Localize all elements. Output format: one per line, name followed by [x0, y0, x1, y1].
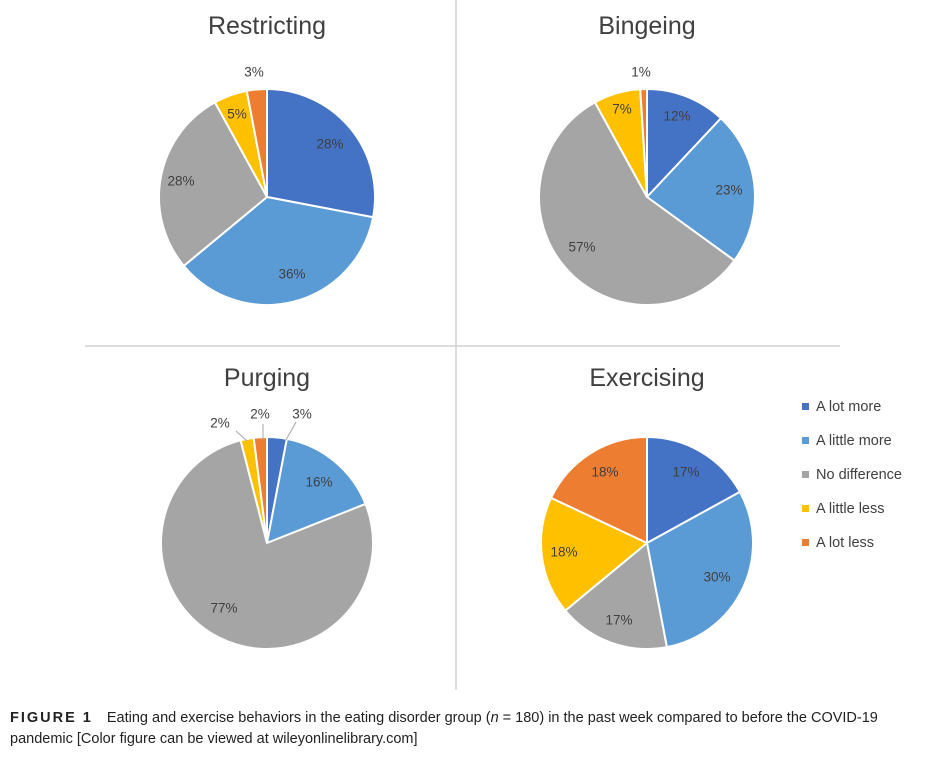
- chart-title-restricting: Restricting: [208, 12, 326, 40]
- pie-slice-exercising-a-lot-less: [549, 435, 648, 545]
- pie-slice-bingeing-no-difference: [538, 101, 736, 306]
- data-label-restricting-no-difference: 28%: [167, 174, 194, 189]
- leader-line-purging-a-little-less: [235, 430, 248, 442]
- data-label-exercising-no-difference: 17%: [605, 613, 632, 628]
- caption-text-before: Eating and exercise behaviors in the eat…: [106, 710, 491, 726]
- chart-title-exercising: Exercising: [589, 364, 704, 392]
- data-label-purging-a-little-less: 2%: [210, 416, 230, 431]
- legend-swatch-a-little-more: [802, 437, 809, 444]
- legend-swatch-a-lot-more: [802, 403, 809, 410]
- legend-entry-a-little-less: A little less: [802, 501, 885, 517]
- data-label-purging-a-lot-more: 3%: [292, 407, 312, 422]
- data-label-bingeing-no-difference: 57%: [568, 240, 595, 255]
- pie-slice-restricting-a-lot-more: [266, 87, 376, 219]
- data-label-bingeing-a-lot-more: 12%: [663, 109, 690, 124]
- data-label-restricting-a-lot-more: 28%: [316, 137, 343, 152]
- data-label-bingeing-a-lot-less: 1%: [631, 65, 651, 80]
- pie-slice-purging-a-little-more: [265, 437, 367, 545]
- pie-slice-restricting-a-little-more: [182, 195, 375, 306]
- data-label-exercising-a-little-more: 30%: [703, 570, 730, 585]
- data-label-bingeing-a-little-more: 23%: [715, 183, 742, 198]
- data-label-restricting-a-little-less: 5%: [227, 107, 247, 122]
- legend-swatch-a-lot-less: [802, 539, 809, 546]
- caption-text-after: = 180) in the past week compared to befo…: [10, 710, 878, 747]
- data-label-purging-a-lot-less: 2%: [250, 407, 270, 422]
- pie-chart-exercising: Exercising 17% 30% 17% 18% 18%: [540, 364, 754, 650]
- leader-line-purging-a-lot-more: [285, 421, 297, 441]
- data-label-purging-a-little-more: 16%: [305, 475, 332, 490]
- data-label-restricting-a-lot-less: 3%: [244, 65, 264, 80]
- pie-slice-bingeing-a-lot-less: [639, 87, 648, 198]
- pie-slice-restricting-a-lot-less: [245, 87, 268, 198]
- figure-panel: Restricting 28% 36% 28% 5% 3% Bingeing 12% 23% 57…: [85, 0, 902, 690]
- pie-chart-restricting: Restricting 28% 36% 28% 5% 3%: [158, 12, 376, 306]
- pie-slice-exercising-a-lot-more: [646, 435, 742, 545]
- pie-slice-exercising-no-difference: [563, 541, 669, 650]
- figure-label: FIGURE 1: [10, 710, 93, 726]
- pie-slice-bingeing-a-lot-more: [646, 87, 723, 200]
- legend-label-no-difference: No difference: [816, 467, 902, 483]
- pie-slice-exercising-a-little-more: [645, 490, 754, 649]
- data-label-exercising-a-little-less: 18%: [550, 545, 577, 560]
- legend-entry-a-lot-less: A lot less: [802, 535, 874, 551]
- chart-title-bingeing: Bingeing: [598, 12, 695, 40]
- caption-n-symbol: n: [490, 710, 499, 726]
- pie-slice-restricting-no-difference: [158, 101, 269, 268]
- pie-chart-bingeing: Bingeing 12% 23% 57% 7% 1%: [538, 12, 756, 306]
- data-label-purging-no-difference: 77%: [210, 601, 237, 616]
- data-label-exercising-a-lot-more: 17%: [672, 465, 699, 480]
- legend-swatch-no-difference: [802, 471, 809, 478]
- data-label-restricting-a-little-more: 36%: [278, 267, 305, 282]
- pie-slice-bingeing-a-little-more: [645, 116, 756, 262]
- legend-entry-a-lot-more: A lot more: [802, 399, 881, 415]
- pie-slice-purging-a-lot-less: [252, 435, 268, 544]
- figure-caption: FIGURE 1 Eating and exercise behaviors in…: [10, 708, 930, 750]
- pie-chart-purging: Purging 3% 16% 77% 2% 2%: [160, 364, 374, 650]
- data-label-bingeing-a-little-less: 7%: [612, 102, 632, 117]
- legend-label-a-lot-more: A lot more: [816, 399, 881, 415]
- charts-layer: Restricting 28% 36% 28% 5% 3% Bingeing 12% 23% 57…: [158, 12, 756, 650]
- legend: A lot more A little more No difference A li…: [802, 399, 902, 551]
- legend-label-a-little-less: A little less: [816, 501, 885, 517]
- legend-entry-a-little-more: A little more: [802, 433, 892, 449]
- pie-slice-exercising-a-little-less: [540, 496, 649, 612]
- pie-slice-purging-no-difference: [160, 439, 374, 650]
- legend-swatch-a-little-less: [802, 505, 809, 512]
- legend-entry-no-difference: No difference: [802, 467, 902, 483]
- chart-title-purging: Purging: [224, 364, 310, 392]
- legend-label-a-lot-less: A lot less: [816, 535, 874, 551]
- legend-label-a-little-more: A little more: [816, 433, 892, 449]
- data-label-exercising-a-lot-less: 18%: [591, 465, 618, 480]
